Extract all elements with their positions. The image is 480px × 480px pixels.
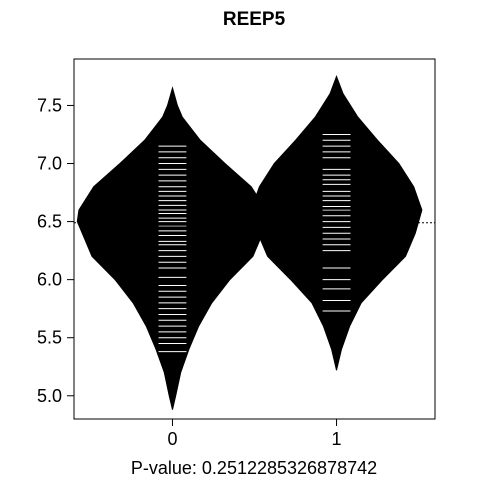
x-axis-label: P-value: 0.2512285326878742 — [131, 458, 377, 478]
bean-group-1 — [250, 74, 423, 371]
y-tick-label: 5.5 — [37, 328, 62, 348]
bean-density-1 — [250, 74, 423, 371]
y-tick-label: 7.0 — [37, 154, 62, 174]
y-tick-label: 6.0 — [37, 270, 62, 290]
plot-frame — [73, 58, 436, 420]
chart-title: REEP5 — [223, 9, 286, 30]
y-tick-label: 6.5 — [37, 212, 62, 232]
y-tick-label: 7.5 — [37, 95, 62, 115]
bean-group-0 — [76, 86, 269, 410]
plot-area — [74, 74, 435, 410]
y-tick-label: 5.0 — [37, 386, 62, 406]
x-tick-label: 1 — [332, 429, 342, 449]
x-tick-label: 0 — [167, 429, 177, 449]
y-axis: 5.0 5.5 6.0 6.5 7.0 7.5 — [37, 95, 74, 406]
bean-density-0 — [76, 86, 269, 410]
